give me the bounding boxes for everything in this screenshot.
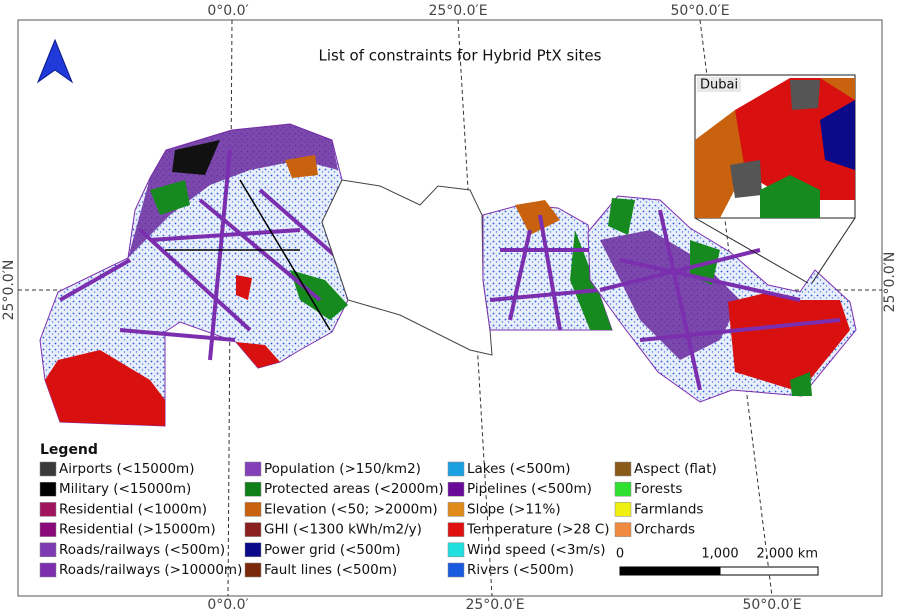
inset-label-bg (697, 77, 741, 92)
legend-swatch (39, 522, 57, 537)
scale-bar: 0 1,000 2,000 km (616, 547, 819, 576)
land-west (39, 123, 349, 427)
legend-swatch (39, 542, 57, 558)
legend-label: Temperature (>28 C) (466, 522, 610, 538)
legend-label: Roads/railways (>10000m) (59, 562, 242, 578)
coord-label: 0°0.0′ (207, 3, 248, 19)
legend-label: Slope (>11%) (467, 501, 561, 517)
legend-label: Orchards (634, 522, 695, 538)
legend-label: Lakes (<500m) (467, 461, 571, 477)
coord-label: 25°0.0′E (465, 597, 524, 613)
legend-swatch (39, 481, 57, 497)
legend-label: GHI (<1300 kWh/m2/y) (264, 522, 422, 538)
coord-label: 0°0.0′ (207, 597, 248, 613)
legend-swatch (614, 502, 632, 517)
legend-swatch (244, 461, 262, 477)
legend-label: Wind speed (<3m/s) (467, 542, 605, 558)
legend-label: Population (>150/km2) (264, 461, 421, 477)
coord-label: 25°0.0′N (1, 260, 17, 321)
legend-swatch (244, 502, 262, 517)
legend-label: Elevation (<50; >2000m) (264, 501, 438, 517)
legend-label: Farmlands (634, 501, 703, 517)
map-title: List of constraints for Hybrid PtX sites (319, 47, 602, 65)
legend-swatch (614, 461, 632, 477)
scale-label: 1,000 (701, 547, 738, 562)
legend-label: Fault lines (<500m) (264, 562, 397, 578)
legend: Legend Airports (<15000m) Military (<1500… (39, 442, 717, 578)
coord-label: 25°0.0′E (428, 3, 487, 19)
legend-label: Rivers (<500m) (467, 562, 574, 578)
legend-label: Aspect (flat) (634, 461, 717, 477)
legend-title: Legend (40, 442, 98, 458)
legend-label: Residential (>15000m) (59, 522, 216, 538)
legend-swatch (447, 562, 465, 578)
legend-label: Residential (<1000m) (59, 501, 207, 517)
land-arabia (587, 195, 857, 403)
legend-swatch (614, 481, 632, 497)
legend-label: Military (<15000m) (59, 481, 191, 497)
legend-swatch (447, 542, 465, 558)
legend-label: Airports (<15000m) (59, 461, 194, 477)
legend-swatch (39, 502, 57, 517)
legend-swatch (39, 461, 57, 477)
legend-label: Roads/railways (<500m) (59, 542, 225, 558)
legend-swatch (39, 562, 57, 578)
coord-label: 50°0.0′E (670, 3, 729, 19)
north-arrow (36, 38, 74, 84)
legend-swatch (244, 522, 262, 537)
coord-label: 25°0.0′N (882, 252, 898, 313)
legend-label: Power grid (<500m) (264, 542, 401, 558)
legend-swatch (447, 502, 465, 517)
inset-label: Dubai (700, 78, 738, 93)
legend-label: Protected areas (<2000m) (264, 481, 444, 497)
legend-swatch (244, 481, 262, 497)
coord-label: 50°0.0′E (742, 597, 801, 613)
legend-swatch (244, 542, 262, 558)
legend-swatch (447, 481, 465, 497)
scale-label: 0 (616, 547, 624, 562)
legend-label: Pipelines (<500m) (467, 481, 592, 497)
legend-label: Forests (634, 481, 682, 497)
legend-swatch (447, 522, 465, 537)
legend-swatch (447, 461, 465, 477)
inset-connector (694, 217, 809, 284)
land-egypt (482, 200, 613, 331)
inset-connector (811, 217, 856, 284)
legend-swatch (244, 562, 262, 578)
inset: Dubai (694, 74, 856, 219)
legend-swatch (614, 522, 632, 537)
scale-label: 2,000 km (756, 547, 818, 562)
